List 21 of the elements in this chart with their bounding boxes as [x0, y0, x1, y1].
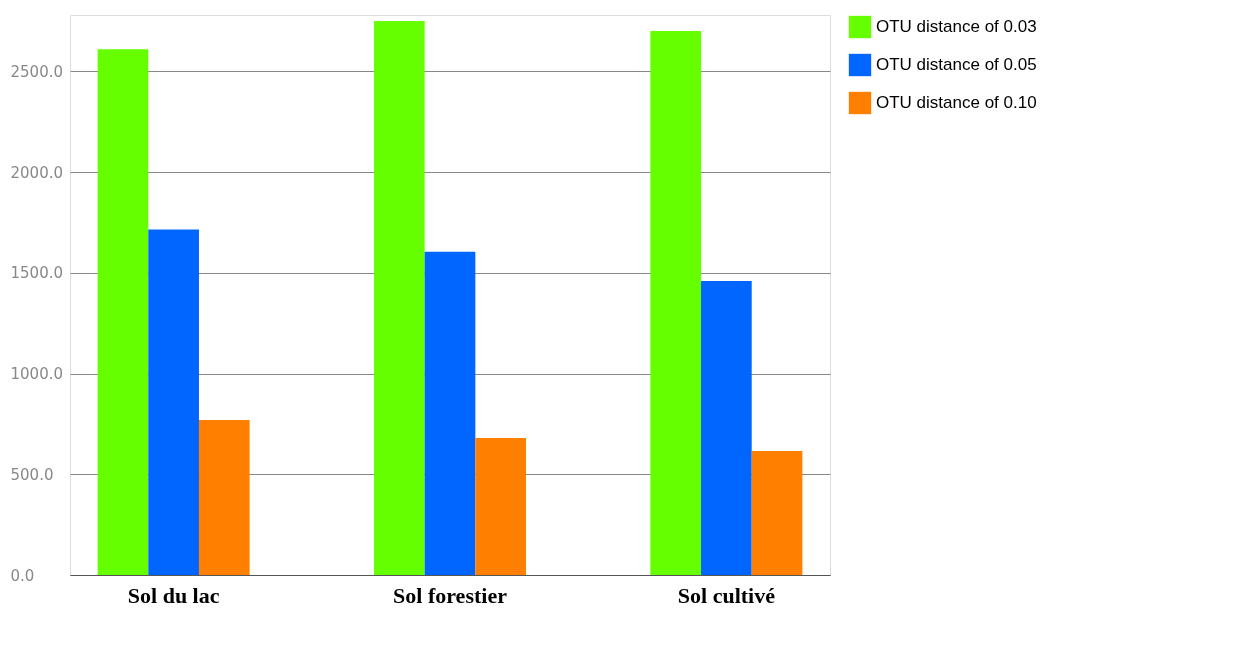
bar	[751, 451, 803, 575]
bar	[198, 419, 250, 575]
bar	[701, 280, 752, 575]
bar	[650, 31, 702, 575]
legend-label: OTU distance of 0.05	[876, 55, 1037, 74]
y-tick-label: 2500.0	[10, 62, 63, 81]
y-tick-label: 1500.0	[10, 264, 63, 283]
legend-label: OTU distance of 0.10	[876, 93, 1037, 112]
y-tick-label: 2000.0	[10, 163, 63, 182]
bar	[97, 49, 149, 575]
y-tick-label: 500.0	[10, 465, 54, 484]
bar	[475, 438, 526, 575]
bar	[424, 251, 476, 575]
y-tick-label: 1000.0	[10, 365, 63, 384]
x-tick-label: Sol du lac	[127, 582, 220, 608]
bar	[148, 229, 199, 575]
bar	[374, 21, 425, 575]
x-tick-label: Sol cultivé	[677, 582, 776, 608]
x-tick-label: Sol forestier	[393, 582, 508, 608]
legend-label: OTU distance of 0.03	[876, 17, 1037, 36]
y-tick-label: 0.0	[10, 566, 35, 585]
